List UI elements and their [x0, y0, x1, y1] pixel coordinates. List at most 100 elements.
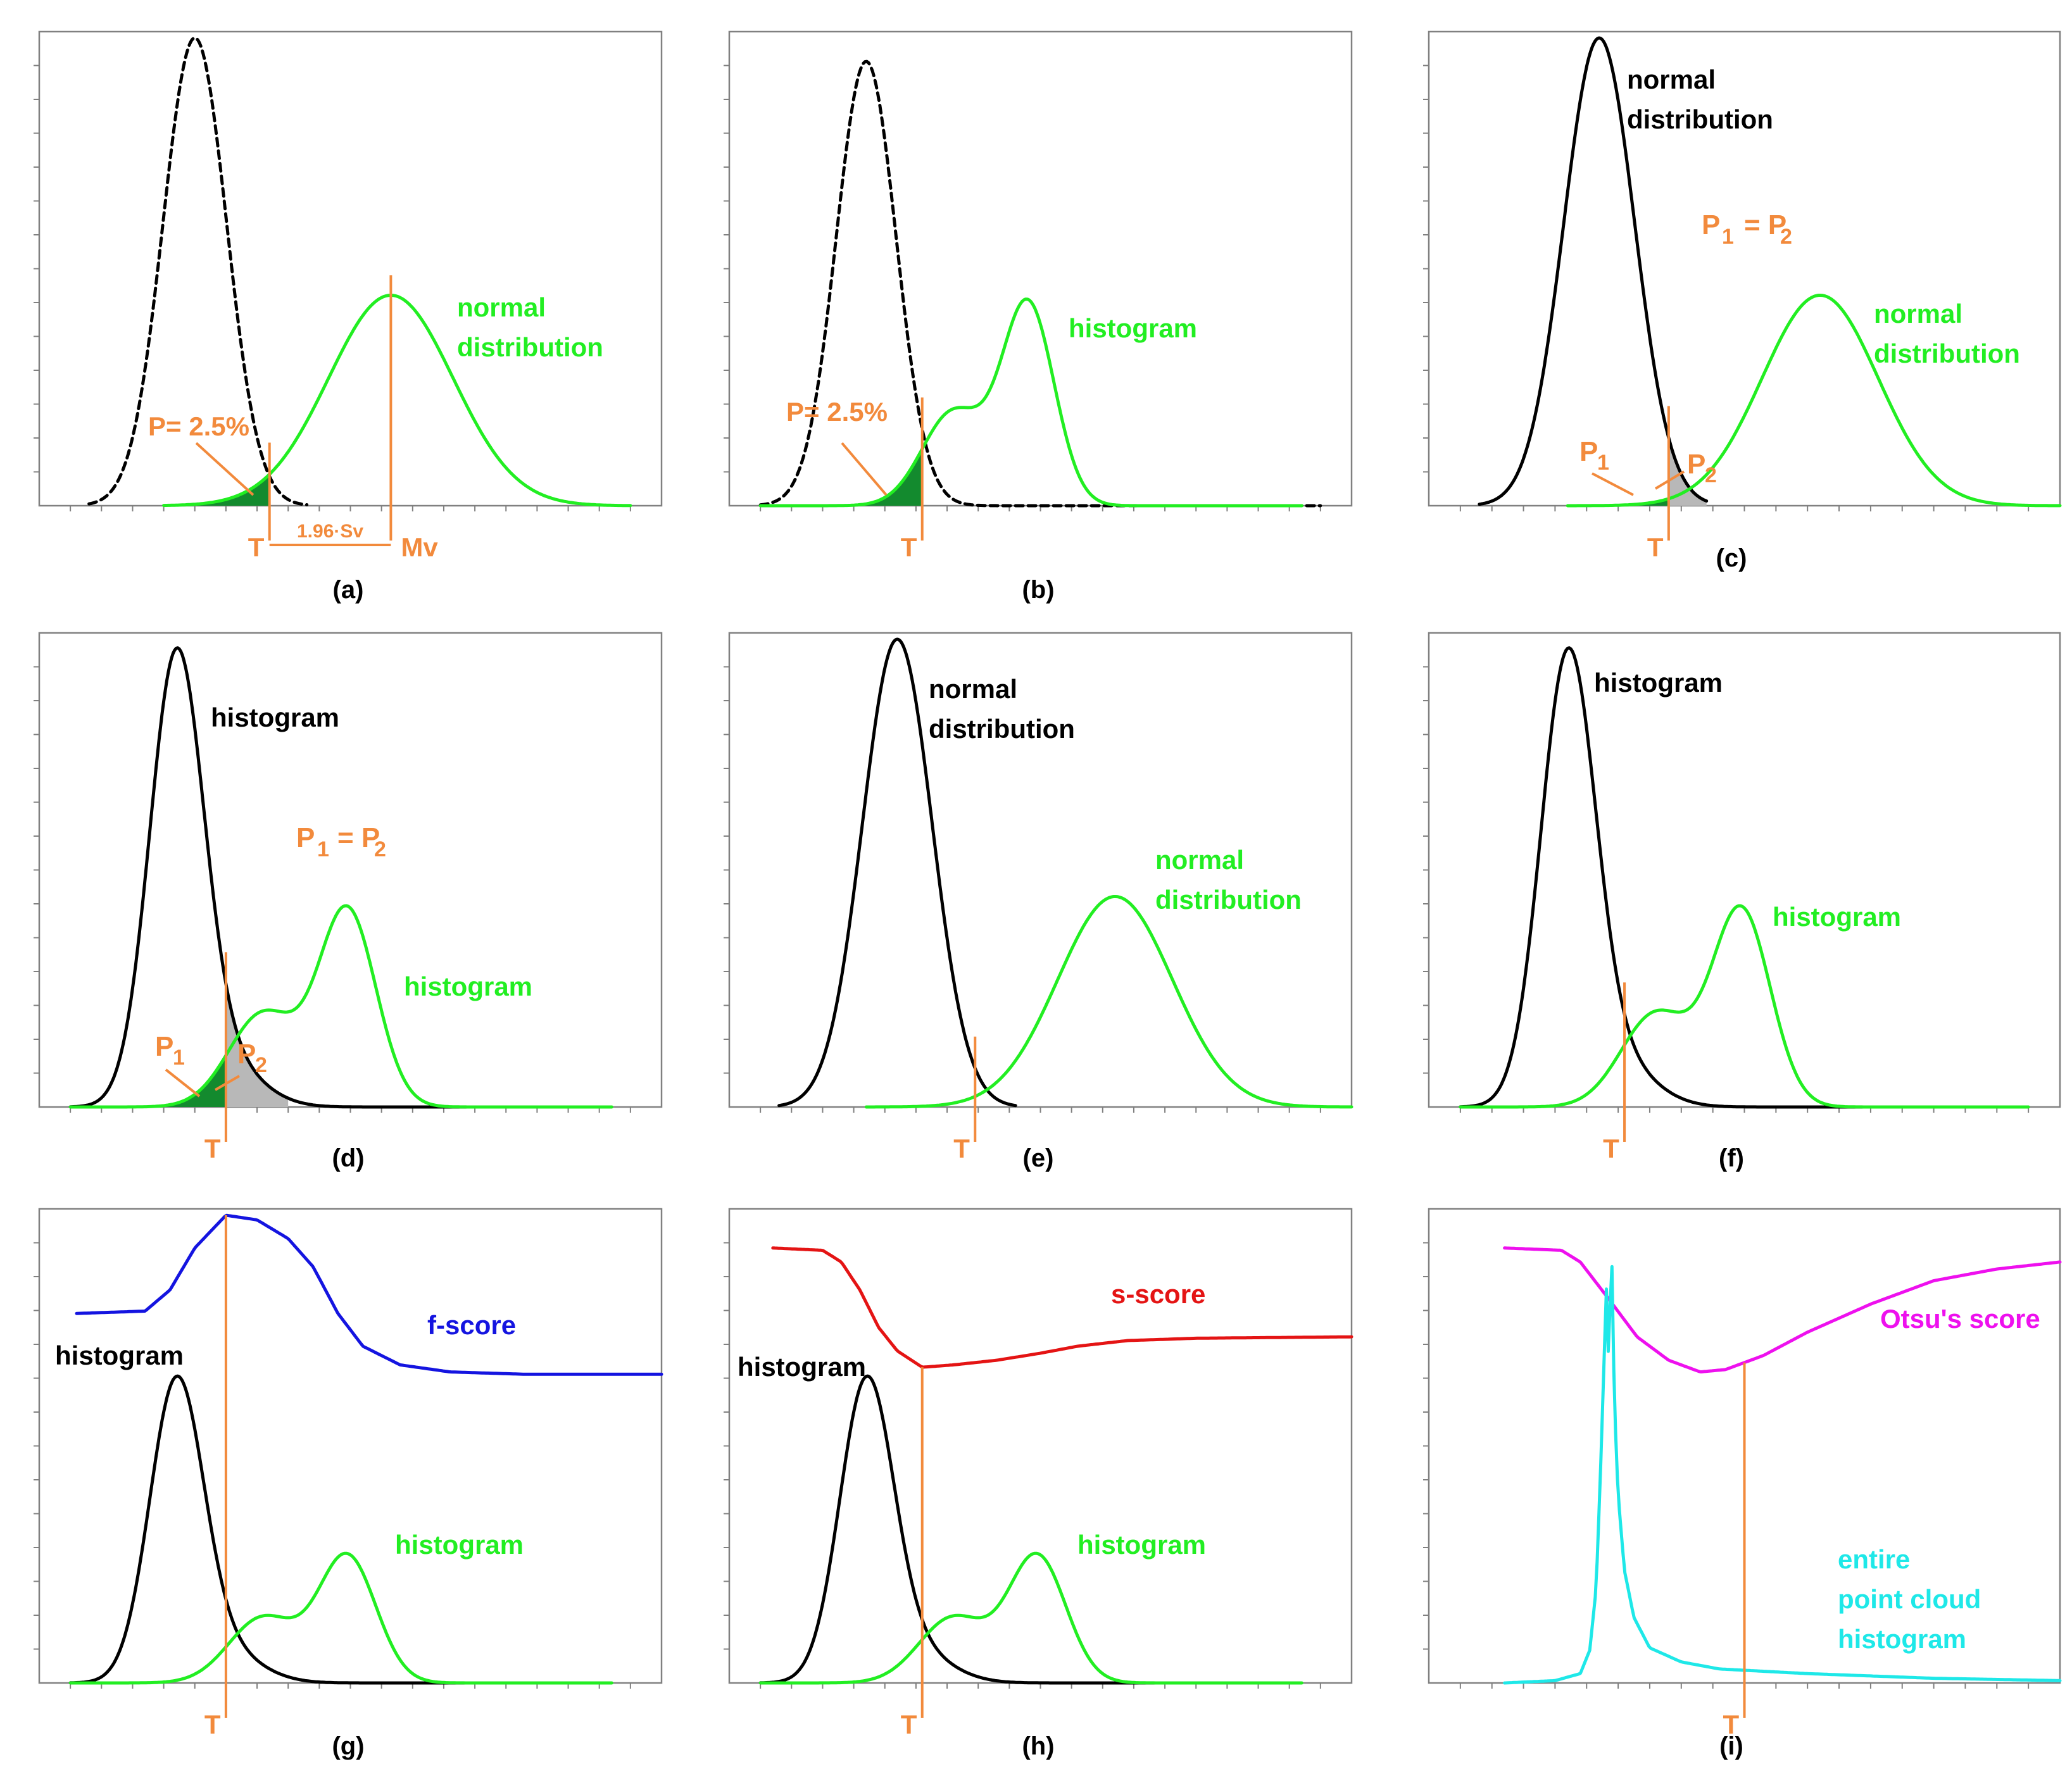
threshold-label: T — [953, 1134, 970, 1163]
annotation-label: P — [1579, 436, 1598, 467]
panel-caption: (i) — [1719, 1732, 1743, 1760]
pointer-line — [214, 1075, 241, 1091]
interval-label: 1.96·Sv — [297, 521, 363, 542]
panel-frame — [728, 1208, 1353, 1684]
axis-ticks — [724, 65, 1321, 511]
series-black-curve — [1459, 646, 1936, 1109]
shaded-tail — [853, 449, 922, 506]
series-black-curve — [777, 637, 1017, 1108]
shaded-area — [163, 474, 270, 506]
annotation-label: normal — [1874, 299, 1962, 328]
annotation-label: f-score — [427, 1310, 516, 1340]
annotation-label: histogram — [395, 1530, 524, 1560]
panel-g: Tf-score histogram histogram (g) — [34, 1208, 663, 1760]
annotation-label: histogram — [404, 972, 532, 1001]
annotation-label: histogram — [55, 1341, 184, 1370]
annotation-label: P= 2.5% — [786, 397, 888, 427]
panel-caption: (e) — [1023, 1144, 1054, 1172]
series-green-curve — [162, 293, 632, 508]
panel-caption: (g) — [332, 1732, 364, 1760]
annotation-label: distribution — [457, 332, 603, 362]
annotation-label: normal — [929, 674, 1017, 704]
annotation-label: 2 — [255, 1053, 267, 1077]
threshold-label: T — [1647, 532, 1664, 562]
annotation-label: distribution — [1874, 339, 2020, 368]
annotation-label: distribution — [929, 714, 1075, 744]
panel-frame — [728, 632, 1353, 1108]
threshold-label: T — [204, 1710, 221, 1739]
pointer-lines — [841, 442, 888, 496]
annotation-label: 2 — [1705, 463, 1717, 487]
annotation-label: histogram — [1077, 1530, 1206, 1560]
annotation-label: P= 2.5% — [148, 411, 249, 441]
annotation-label: P — [237, 1039, 256, 1070]
panel-caption: (c) — [1716, 544, 1747, 572]
panel-frame — [1428, 632, 2061, 1108]
shaded-area — [163, 984, 289, 1107]
threshold: T — [953, 1036, 977, 1163]
panel-caption: (h) — [1022, 1732, 1054, 1760]
annotations: histogram histogram — [1594, 668, 1901, 932]
threshold: T Mv 1.96·Sv — [248, 275, 438, 562]
axis-ticks — [34, 1242, 631, 1689]
pointer-line — [1654, 470, 1685, 490]
threshold-label: T — [901, 532, 917, 562]
panel-caption: (a) — [333, 576, 364, 604]
mean-label: Mv — [401, 532, 438, 562]
series-green-curve — [864, 895, 1353, 1109]
threshold-label: T — [901, 1710, 917, 1739]
threshold-label: T — [204, 1134, 221, 1163]
annotation-label: distribution — [1155, 885, 1302, 915]
annotation-label: entire — [1838, 1544, 1910, 1574]
threshold: T — [204, 1215, 227, 1739]
panel-frame — [38, 1208, 663, 1684]
annotation-label: P — [155, 1031, 173, 1062]
annotations: Otsu's score entire point cloud histogram — [1838, 1304, 2040, 1654]
axis-ticks — [1423, 65, 2030, 511]
annotation-label: histogram — [1838, 1624, 1966, 1654]
series-green-curve — [1459, 904, 2030, 1109]
annotation-label: 2 — [1780, 225, 1792, 249]
annotation-label: s-score — [1111, 1279, 1205, 1309]
annotation-label: 1 — [317, 837, 329, 861]
threshold-label: T — [1723, 1710, 1740, 1739]
annotation-label: histogram — [211, 703, 339, 732]
threshold: T — [1723, 1362, 1746, 1739]
axis-ticks — [1423, 1242, 2030, 1689]
panel-caption: (d) — [332, 1144, 364, 1172]
annotation-label: 1 — [1722, 225, 1734, 249]
panel-h: Ts-score histogram histogram (h) — [724, 1208, 1353, 1760]
shaded-tail — [225, 984, 289, 1107]
panel-i: T Otsu's score entire point cloud histogram (… — [1423, 1208, 2062, 1760]
series-green-curve — [758, 1551, 1303, 1685]
annotation-label: 2 — [374, 837, 386, 861]
annotation-label: Otsu's score — [1880, 1304, 2040, 1334]
pointer-lines — [1592, 470, 1685, 496]
series-cyan-curve — [1503, 1265, 2062, 1685]
threshold: T — [901, 1367, 924, 1739]
threshold: T — [1647, 406, 1670, 562]
annotation-label: = P — [1744, 209, 1786, 241]
series-red-curve — [771, 1246, 1353, 1369]
annotation-label: distribution — [1627, 104, 1773, 134]
threshold-label: T — [248, 532, 265, 562]
pointer-line — [841, 442, 888, 496]
series-blue-curve — [75, 1213, 663, 1376]
axis-ticks — [34, 65, 631, 511]
pointer-lines — [195, 442, 254, 496]
annotations: f-score histogram histogram — [55, 1310, 524, 1560]
annotation-label: normal — [457, 292, 546, 322]
panel-frame — [728, 30, 1353, 507]
series-green-curve — [1566, 294, 2062, 508]
annotation-label: P — [1687, 449, 1705, 480]
panel-frame — [38, 632, 663, 1108]
annotation-label: normal — [1627, 65, 1716, 94]
annotations: histogram P= 2.5% — [786, 313, 1197, 427]
panel-frame — [1428, 30, 2061, 507]
